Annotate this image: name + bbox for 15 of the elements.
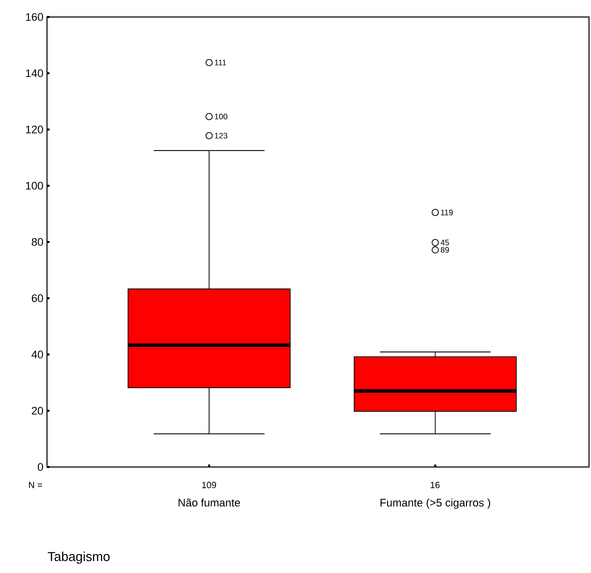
text: Tabagismo xyxy=(48,552,110,564)
y-tick-label: 0 xyxy=(38,463,44,471)
y-tick-label: 60 xyxy=(32,294,44,302)
x-tick-label: Não fumante xyxy=(178,498,240,507)
x-tick-label: Fumante (>5 cigarros ) xyxy=(380,498,490,509)
text: 16 xyxy=(430,482,440,488)
text: 109 xyxy=(202,482,216,488)
y-tick-label: 140 xyxy=(26,69,44,78)
y-tick-label: 120 xyxy=(26,126,44,134)
y-tick-label: 20 xyxy=(32,406,44,415)
y-tick-label: 160 xyxy=(26,13,44,21)
y-tick-label: 40 xyxy=(32,350,44,358)
y-tick-label: 100 xyxy=(26,182,44,190)
text: N = xyxy=(29,482,42,488)
y-tick-label: 80 xyxy=(32,238,44,246)
